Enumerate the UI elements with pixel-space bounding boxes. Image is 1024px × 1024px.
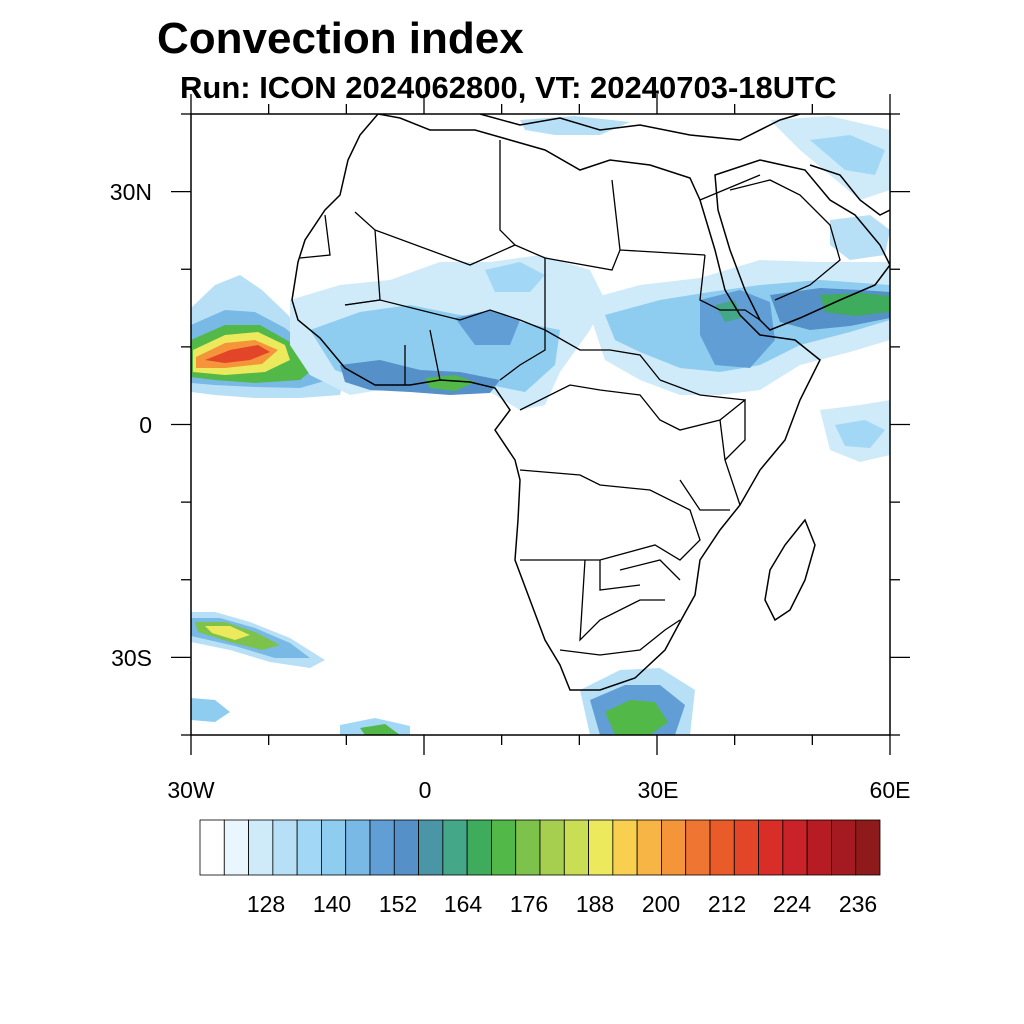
map-plot-area bbox=[191, 114, 890, 735]
colorbar-swatch bbox=[369, 819, 395, 876]
field-arabian-sea-green bbox=[820, 293, 890, 316]
x-tick-label-60e: 60E bbox=[870, 777, 911, 803]
colorbar-swatch bbox=[345, 819, 371, 876]
chart-subtitle: Run: ICON 2024062800, VT: 20240703-18UTC bbox=[180, 70, 837, 105]
axis-ticks bbox=[171, 94, 910, 755]
colorbar-label-140: 140 bbox=[313, 891, 351, 917]
colorbar-swatch bbox=[612, 819, 638, 876]
colorbar-swatch bbox=[661, 819, 687, 876]
country-border-layer bbox=[299, 140, 841, 656]
colorbar-swatch bbox=[782, 819, 808, 876]
europe-coastline bbox=[479, 114, 801, 141]
colorbar-swatch bbox=[223, 819, 249, 876]
colorbar-swatch bbox=[272, 819, 298, 876]
colorbar bbox=[199, 819, 881, 876]
border-central-africa bbox=[519, 384, 746, 642]
y-tick-label-30n: 30N bbox=[110, 179, 152, 205]
colorbar-label-200: 200 bbox=[642, 891, 680, 917]
colorbar-swatch bbox=[491, 819, 517, 876]
border-southern-africa bbox=[559, 559, 681, 656]
madagascar-coastline bbox=[764, 518, 816, 622]
arabia-coastline bbox=[714, 159, 890, 331]
colorbar-swatch bbox=[831, 819, 857, 876]
field-gulf bbox=[830, 215, 890, 260]
colorbar-label-176: 176 bbox=[510, 891, 548, 917]
field-south-africa-green bbox=[605, 700, 668, 735]
field-red-sea-green bbox=[715, 300, 742, 322]
field-sw-corner-1 bbox=[191, 698, 230, 722]
colorbar-label-164: 164 bbox=[444, 891, 483, 917]
border-arabia bbox=[699, 174, 841, 301]
colorbar-swatch bbox=[248, 819, 274, 876]
field-sw-corner-3 bbox=[360, 724, 400, 735]
colorbar-swatch bbox=[588, 819, 614, 876]
x-tick-label-0: 0 bbox=[419, 777, 432, 803]
border-east-africa bbox=[659, 254, 761, 511]
colorbar-swatch bbox=[515, 819, 541, 876]
colorbar-swatch bbox=[685, 819, 711, 876]
y-tick-label-0: 0 bbox=[139, 412, 152, 438]
africa-coastline bbox=[291, 114, 821, 691]
field-atlantic-red bbox=[205, 345, 270, 363]
colorbar-swatch bbox=[199, 819, 225, 876]
coastline-layer bbox=[291, 114, 890, 691]
colorbar-swatch bbox=[466, 819, 492, 876]
field-guinea-green bbox=[425, 375, 475, 391]
x-tick-label-30w: 30W bbox=[167, 777, 215, 803]
colorbar-label-236: 236 bbox=[839, 891, 877, 917]
persian-gulf-coastline bbox=[809, 164, 890, 216]
axis-tick-labels: 30W 0 30E 60E 30N 0 30S bbox=[110, 179, 911, 803]
colorbar-swatch bbox=[321, 819, 347, 876]
colorbar-swatch bbox=[855, 819, 881, 876]
x-tick-label-30e: 30E bbox=[638, 777, 679, 803]
colorbar-label-152: 152 bbox=[379, 891, 417, 917]
colorbar-swatch bbox=[806, 819, 832, 876]
colorbar-swatch bbox=[733, 819, 759, 876]
border-west-africa bbox=[299, 214, 661, 385]
field-south-atlantic-yellow bbox=[205, 626, 250, 640]
chart-title: Convection index bbox=[157, 14, 524, 63]
colorbar-swatch bbox=[393, 819, 419, 876]
field-sahel-blob-1 bbox=[455, 310, 520, 345]
colorbar-swatch bbox=[563, 819, 589, 876]
colorbar-swatch bbox=[709, 819, 735, 876]
colorbar-labels: 128 140 152 164 176 188 200 212 224 236 bbox=[247, 891, 877, 917]
convection-field-layer bbox=[191, 116, 890, 735]
colorbar-label-188: 188 bbox=[576, 891, 614, 917]
colorbar-label-212: 212 bbox=[708, 891, 746, 917]
colorbar-swatch bbox=[418, 819, 444, 876]
colorbar-swatch bbox=[296, 819, 322, 876]
colorbar-label-224: 224 bbox=[773, 891, 812, 917]
field-indian-ocean-blue bbox=[835, 420, 885, 448]
colorbar-swatch bbox=[539, 819, 565, 876]
colorbar-label-128: 128 bbox=[247, 891, 285, 917]
colorbar-swatch bbox=[442, 819, 468, 876]
field-arabia-north bbox=[770, 116, 890, 200]
colorbar-swatch bbox=[636, 819, 662, 876]
y-tick-label-30s: 30S bbox=[111, 645, 152, 671]
field-sahel-blob-2 bbox=[485, 262, 545, 292]
colorbar-swatch bbox=[758, 819, 784, 876]
field-arabia-north-blue bbox=[810, 135, 885, 175]
